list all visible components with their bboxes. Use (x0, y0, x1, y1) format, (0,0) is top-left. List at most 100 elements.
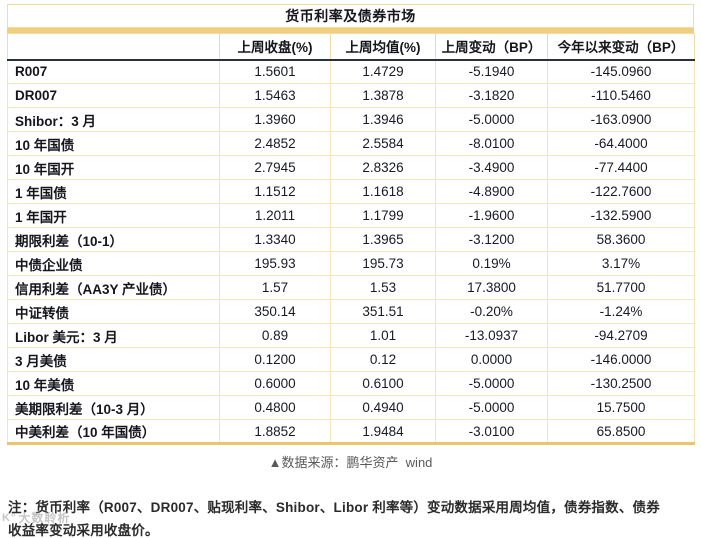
cell-value: -8.0100 (435, 131, 548, 156)
cell-value: -3.0100 (435, 419, 548, 445)
cell-value: 0.89 (219, 323, 331, 348)
cell-value: 350.14 (219, 299, 331, 324)
cell-value: 1.3946 (330, 107, 436, 132)
cell-value: 195.73 (330, 251, 436, 276)
data-source-caption: ▲数据来源：鹏华资产 wind (268, 455, 433, 470)
cell-value: 51.7700 (547, 275, 695, 300)
row-label: 中美利差（10 年国债） (7, 419, 220, 445)
cell-value: 0.4940 (330, 395, 436, 420)
cell-value: 0.0000 (435, 347, 548, 372)
cell-value: 1.9484 (330, 419, 436, 445)
cell-value: -5.1940 (435, 59, 548, 84)
cell-value: 1.4729 (330, 59, 436, 84)
cell-value: -13.0937 (435, 323, 548, 348)
table-row: 信用利差（AA3Y 产业债） 1.57 1.53 17.3800 51.7700 (7, 275, 695, 300)
title-divider (7, 28, 694, 33)
cell-value: 2.5584 (330, 131, 436, 156)
row-label: R007 (7, 59, 220, 84)
col-header-week-change: 上周变动（BP） (435, 33, 548, 61)
row-label: 1 年国开 (7, 203, 220, 228)
cell-value: -146.0000 (547, 347, 695, 372)
table-row: DR007 1.5463 1.3878 -3.1820 -110.5460 (7, 83, 695, 108)
table-body: R007 1.5601 1.4729 -5.1940 -145.0960 DR007 1.5… (7, 59, 695, 445)
row-label: 美期限利差（10-3 月） (7, 395, 220, 420)
table-row: 中债企业债 195.93 195.73 0.19% 3.17% (7, 251, 695, 276)
cell-value: 351.51 (330, 299, 436, 324)
cell-value: -122.7600 (547, 179, 695, 204)
cell-value: -1.9600 (435, 203, 548, 228)
cell-value: 1.3965 (330, 227, 436, 252)
row-label: Libor 美元：3 月 (7, 323, 220, 348)
table-row: R007 1.5601 1.4729 -5.1940 -145.0960 (7, 59, 695, 84)
cell-value: 1.3960 (219, 107, 331, 132)
row-label: Shibor：3 月 (7, 107, 220, 132)
cell-value: -130.2500 (547, 371, 695, 396)
cell-value: 0.6100 (330, 371, 436, 396)
row-label: 10 年国开 (7, 155, 220, 180)
cell-value: 0.1200 (219, 347, 331, 372)
cell-value: 0.19% (435, 251, 548, 276)
header-row: 上周收盘(%) 上周均值(%) 上周变动（BP） 今年以来变动（BP） (7, 33, 695, 61)
row-label: 1 年国债 (7, 179, 220, 204)
cell-value: 1.1618 (330, 179, 436, 204)
cell-value: -145.0960 (547, 59, 695, 84)
row-label: 10 年国债 (7, 131, 220, 156)
cell-value: -5.0000 (435, 371, 548, 396)
table-row: 3 月美债 0.1200 0.12 0.0000 -146.0000 (7, 347, 695, 372)
cell-value: -1.24% (547, 299, 695, 324)
cell-value: 0.12 (330, 347, 436, 372)
cell-value: -5.0000 (435, 395, 548, 420)
table-row: 10 年国开 2.7945 2.8326 -3.4900 -77.4400 (7, 155, 695, 180)
row-label: 3 月美债 (7, 347, 220, 372)
footnote: 注：货币利率（R007、DR007、贴现利率、Shibor、Libor 利率等）… (8, 500, 660, 538)
cell-value: -4.8900 (435, 179, 548, 204)
table-header: 上周收盘(%) 上周均值(%) 上周变动（BP） 今年以来变动（BP） (7, 33, 695, 61)
cell-value: 1.8852 (219, 419, 331, 445)
table-row: 中美利差（10 年国债） 1.8852 1.9484 -3.0100 65.8500 (7, 419, 695, 445)
cell-value: -163.0900 (547, 107, 695, 132)
cell-value: 1.1799 (330, 203, 436, 228)
cell-value: 1.3878 (330, 83, 436, 108)
cell-value: -5.0000 (435, 107, 548, 132)
table-row: 1 年国债 1.1512 1.1618 -4.8900 -122.7600 (7, 179, 695, 204)
table-row: Shibor：3 月 1.3960 1.3946 -5.0000 -163.0900 (7, 107, 695, 132)
row-label: DR007 (7, 83, 220, 108)
col-header-last-mean: 上周均值(%) (330, 33, 436, 61)
cell-value: -94.2709 (547, 323, 695, 348)
cell-value: 0.6000 (219, 371, 331, 396)
table-row: Libor 美元：3 月 0.89 1.01 -13.0937 -94.2709 (7, 323, 695, 348)
cell-value: 3.17% (547, 251, 695, 276)
table-row: 10 年国债 2.4852 2.5584 -8.0100 -64.4000 (7, 131, 695, 156)
cell-value: 1.1512 (219, 179, 331, 204)
row-label: 10 年美债 (7, 371, 220, 396)
rates-table: 上周收盘(%) 上周均值(%) 上周变动（BP） 今年以来变动（BP） R007… (7, 33, 695, 445)
table-row: 10 年美债 0.6000 0.6100 -5.0000 -130.2500 (7, 371, 695, 396)
cell-value: 17.3800 (435, 275, 548, 300)
cell-value: 15.7500 (547, 395, 695, 420)
cell-value: -110.5460 (547, 83, 695, 108)
table-row: 期限利差（10-1） 1.3340 1.3965 -3.1200 58.3600 (7, 227, 695, 252)
cell-value: 0.4800 (219, 395, 331, 420)
cell-value: 2.8326 (330, 155, 436, 180)
cell-value: 1.5601 (219, 59, 331, 84)
table-section: 货币利率及债券市场 上周收盘(%) 上周均值(%) 上周变动（BP） 今年以来变… (7, 4, 695, 471)
table-row: 美期限利差（10-3 月） 0.4800 0.4940 -5.0000 15.7500 (7, 395, 695, 420)
cell-value: 1.2011 (219, 203, 331, 228)
cell-value: -3.4900 (435, 155, 548, 180)
row-label: 期限利差（10-1） (7, 227, 220, 252)
table-title: 货币利率及债券市场 (7, 4, 694, 28)
cell-value: 2.4852 (219, 131, 331, 156)
corner-cell (7, 33, 220, 61)
cell-value: 1.3340 (219, 227, 331, 252)
cell-value: -3.1820 (435, 83, 548, 108)
cell-value: -64.4000 (547, 131, 695, 156)
row-label: 中债企业债 (7, 251, 220, 276)
cell-value: 1.53 (330, 275, 436, 300)
col-header-last-close: 上周收盘(%) (219, 33, 331, 61)
cell-value: -3.1200 (435, 227, 548, 252)
cell-value: 65.8500 (547, 419, 695, 445)
row-label: 中证转债 (7, 299, 220, 324)
cell-value: 58.3600 (547, 227, 695, 252)
table-row: 1 年国开 1.2011 1.1799 -1.9600 -132.5900 (7, 203, 695, 228)
